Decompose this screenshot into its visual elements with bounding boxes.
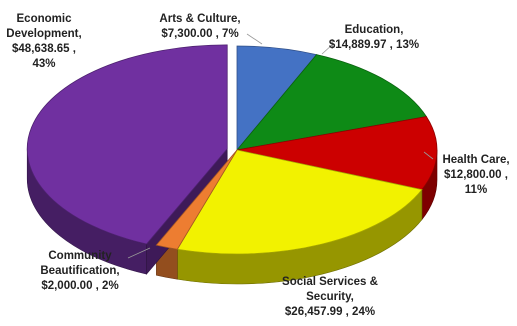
leader-lines [127, 33, 434, 259]
slice-community-beautification [155, 149, 238, 250]
leader-line-education [321, 43, 334, 55]
slice-social-services-security [176, 149, 423, 255]
data-label-arts-culture: Arts & Culture, $7,300.00 , 7% [159, 13, 240, 40]
data-label-social-services-security: Social Services & Security, $26,457.99 , 2… [282, 276, 378, 318]
slice-economic-development [26, 44, 228, 245]
data-label-economic-development: Economic Development, $48,638.65 , 43% [6, 13, 81, 70]
data-label-health-care: Health Care, $12,800.00 , 11% [442, 154, 509, 196]
data-label-education: Education, $14,889.97 , 13% [329, 24, 419, 51]
slice-education [235, 54, 428, 151]
data-labels: Arts & Culture, $7,300.00 , 7% Education, $… [6, 13, 509, 318]
pie-slices [26, 44, 438, 285]
slice-health-care [236, 116, 438, 191]
leader-line-community-beautification [127, 247, 151, 259]
leader-line-health-care [423, 151, 434, 160]
data-label-community-beautification: Community Beautification, $2,000.00 , 2% [40, 250, 119, 292]
leader-line-arts-culture [246, 33, 263, 45]
